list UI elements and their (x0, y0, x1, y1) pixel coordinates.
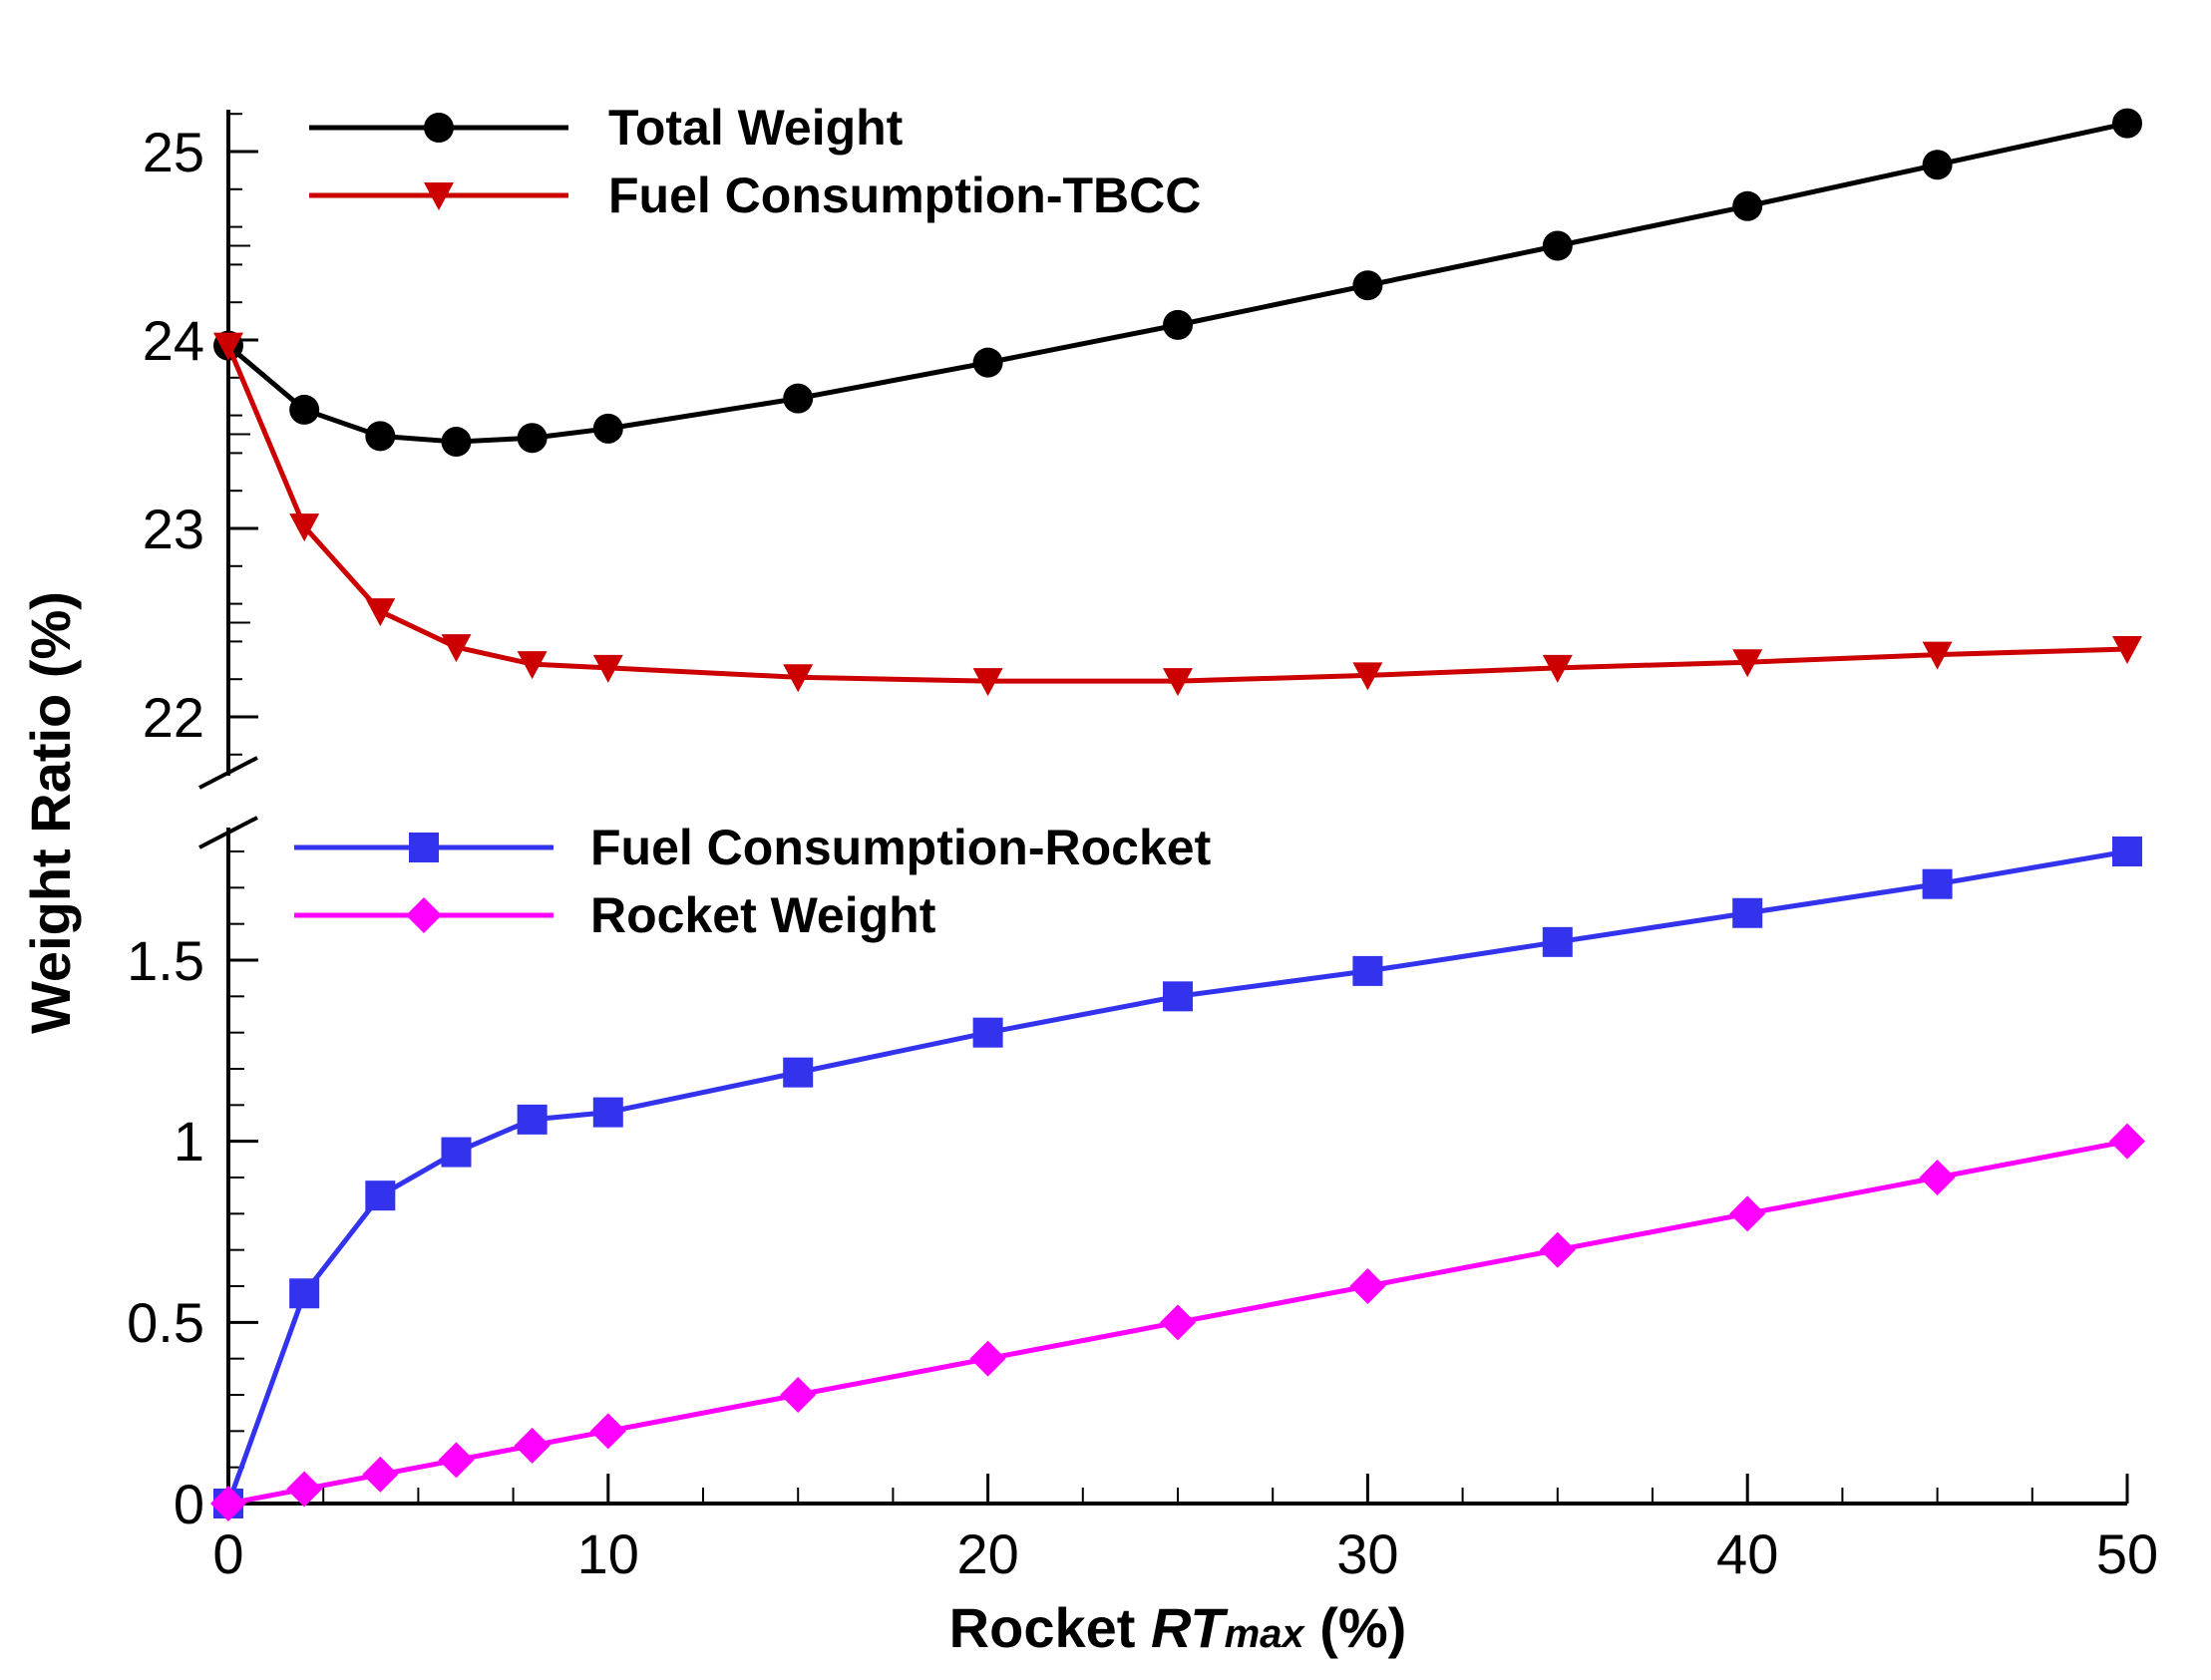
data-point (1922, 641, 1953, 670)
data-point (1732, 897, 1763, 928)
data-point (2112, 635, 2142, 664)
y-tick-label-lower: 1.5 (127, 929, 204, 992)
data-point (441, 634, 472, 663)
data-point (783, 664, 814, 693)
data-point (517, 1104, 548, 1135)
data-point (972, 1017, 1003, 1048)
data-point (2112, 837, 2142, 866)
data-point (1163, 981, 1193, 1012)
data-point (213, 332, 243, 361)
y-tick-label-upper: 25 (143, 121, 204, 183)
legend-entry: Fuel Consumption-Rocket (294, 820, 1212, 875)
data-point (1163, 309, 1193, 340)
data-point (1922, 150, 1953, 180)
data-point (1349, 1268, 1386, 1304)
data-point (972, 668, 1003, 697)
y-tick-label-upper: 24 (143, 309, 204, 372)
data-point (286, 1471, 323, 1508)
y-tick-label-lower: 1 (174, 1110, 204, 1173)
data-point (1163, 668, 1193, 697)
series-layer (210, 108, 2145, 1521)
data-point (1352, 662, 1383, 691)
x-tick-labels: 0 10 20 30 40 50 (212, 1522, 2158, 1585)
data-point (517, 423, 548, 454)
data-point (1922, 868, 1953, 899)
series-rocket-weight (210, 1123, 2145, 1521)
data-point (362, 1456, 399, 1493)
y-axis-title: Weight Ratio (%) (19, 591, 82, 1034)
data-point (289, 394, 320, 425)
data-point (365, 598, 396, 627)
data-point (969, 1340, 1006, 1377)
x-tick-label: 0 (212, 1522, 243, 1585)
data-point (441, 1137, 472, 1168)
data-point (1729, 1195, 1766, 1232)
data-point (1732, 190, 1763, 221)
legend-marker (424, 182, 454, 210)
data-point (1539, 1231, 1576, 1268)
legend-entry: Rocket Weight (294, 887, 936, 943)
data-point (1919, 1160, 1956, 1195)
legend-label: Fuel Consumption-Rocket (590, 820, 1212, 875)
series-fuel-consumption-tbcc (213, 332, 2142, 697)
legend-label: Rocket Weight (590, 887, 936, 943)
data-point (517, 651, 548, 680)
y-tick-labels: 22 23 24 25 0 0.5 1 1.5 (127, 121, 204, 1535)
data-point (2109, 1123, 2145, 1160)
x-tick-label: 30 (1336, 1522, 1398, 1585)
data-point (592, 654, 623, 683)
data-point (972, 347, 1003, 378)
legend-label: Fuel Consumption-TBCC (608, 168, 1201, 223)
data-point (289, 1278, 320, 1309)
data-point (1352, 955, 1383, 986)
data-point (1352, 270, 1383, 301)
x-tick-label: 10 (577, 1522, 639, 1585)
legend-marker (406, 897, 442, 933)
data-point (441, 427, 472, 458)
data-point (2112, 108, 2142, 139)
x-tick-label: 50 (2096, 1522, 2158, 1585)
data-point (438, 1442, 475, 1479)
data-point (780, 1377, 817, 1413)
axis-break-mark (198, 756, 258, 790)
y-tick-label-upper: 23 (143, 498, 204, 560)
data-point (783, 383, 814, 414)
data-point (365, 1180, 396, 1211)
series-total-weight (213, 108, 2142, 458)
data-point (1542, 654, 1573, 683)
data-point (1732, 649, 1763, 678)
data-point (210, 1486, 246, 1521)
data-point (1542, 230, 1573, 261)
x-axis-title: Rocket RTmax (%) (949, 1596, 1407, 1659)
data-point (592, 413, 623, 444)
data-point (589, 1413, 626, 1450)
series-line (225, 344, 2128, 684)
y-tick-label-lower: 0.5 (127, 1291, 204, 1354)
legend-marker (424, 113, 454, 143)
x-tick-label: 40 (1716, 1522, 1778, 1585)
y-tick-label-lower: 0 (174, 1473, 204, 1535)
data-point (514, 1427, 551, 1464)
data-point (1160, 1304, 1196, 1341)
legend-entry: Total Weight (309, 100, 904, 156)
data-point (592, 1097, 623, 1128)
data-point (1542, 926, 1573, 957)
y-tick-label-upper: 22 (143, 686, 204, 749)
legend-label: Total Weight (608, 100, 904, 156)
data-point (783, 1057, 814, 1088)
x-tick-label: 20 (956, 1522, 1018, 1585)
data-point (289, 513, 320, 542)
legend-marker (409, 833, 439, 862)
data-point (365, 421, 396, 452)
legend: Total Weight Fuel Consumption-TBCC Fuel Co… (294, 100, 1212, 943)
series-fuel-consumption-rocket (213, 837, 2142, 1518)
series-line (225, 848, 2128, 1505)
legend-entry: Fuel Consumption-TBCC (309, 168, 1201, 223)
axis-break-mark (198, 816, 258, 849)
